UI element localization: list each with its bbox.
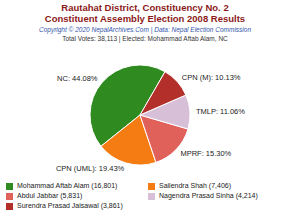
svg-text:CPN (M): 10.13%: CPN (M): 10.13% xyxy=(182,73,241,82)
svg-text:CPN (UML): 19.43%: CPN (UML): 19.43% xyxy=(56,164,125,173)
html-text:Sailendra Shah (7,406): Sailendra Shah (7,406) xyxy=(159,182,231,189)
html-text:Nagendra Prasad Sinha (4,214): Nagendra Prasad Sinha (4,214) xyxy=(159,192,258,199)
svg-text:MPRF: 15.30%: MPRF: 15.30% xyxy=(180,149,231,158)
html-text:Constituent Assembly Election: Constituent Assembly Election 2008 Resul… xyxy=(44,13,246,24)
html-text:Surendra Prasad Jaisawal (3,86: Surendra Prasad Jaisawal (3,861) xyxy=(17,202,123,209)
html-text:Copyright © 2020 NepalArchives: Copyright © 2020 NepalArchives.Com | Dat… xyxy=(39,26,251,33)
svg-text:TMLP: 11.06%: TMLP: 11.06% xyxy=(196,107,245,116)
html-text:Abdul Jabbar (5,831): Abdul Jabbar (5,831) xyxy=(17,192,83,199)
html-text:Rautahat District, Constituenc: Rautahat District, Constituency No. 2 xyxy=(61,2,229,13)
html-text:Mohammad Aftab Alam (16,801): Mohammad Aftab Alam (16,801) xyxy=(17,182,118,189)
html-text:Total Votes: 38,113 | Elected:: Total Votes: 38,113 | Elected: Mohammad … xyxy=(62,35,228,42)
svg-text:NC: 44.08%: NC: 44.08% xyxy=(57,74,98,83)
